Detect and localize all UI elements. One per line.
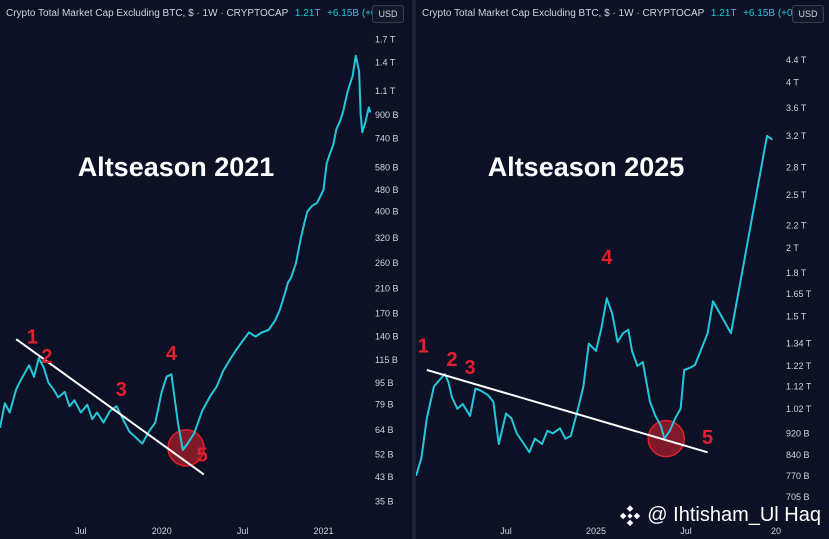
trendline — [426, 369, 708, 454]
trendline — [15, 338, 205, 476]
y-tick-label: 2.5 T — [786, 190, 807, 200]
y-tick-label: 52 B — [375, 450, 394, 460]
price-series-line — [416, 134, 773, 477]
y-tick-label: 1.22 T — [786, 361, 812, 371]
y-tick-label: 1.8 T — [786, 268, 807, 278]
y-tick-label: 3.2 T — [786, 131, 807, 141]
x-tick-label: 20 — [771, 526, 781, 536]
y-tick-label: 170 B — [375, 308, 399, 318]
watermark: @ Ihtisham_Ul Haq — [619, 504, 821, 527]
y-tick-label: 920 B — [786, 428, 810, 438]
wave-label: 4 — [601, 247, 613, 269]
y-tick-label: 840 B — [786, 450, 810, 460]
y-tick-label: 2.2 T — [786, 220, 807, 230]
y-tick-label: 79 B — [375, 400, 394, 410]
x-tick-label: Jul — [500, 526, 512, 536]
y-tick-label: 2.8 T — [786, 163, 807, 173]
wave-label: 5 — [197, 445, 208, 467]
y-tick-label: 740 B — [375, 133, 399, 143]
currency-button[interactable]: USD — [792, 5, 824, 23]
currency-button[interactable]: USD — [372, 5, 404, 23]
y-tick-label: 900 B — [375, 110, 399, 120]
y-tick-label: 480 B — [375, 185, 399, 195]
y-tick-label: 1.65 T — [786, 289, 812, 299]
price-label: 1.21T — [294, 8, 321, 19]
x-tick-label: Jul — [75, 526, 87, 536]
wave-label: 4 — [166, 343, 178, 365]
change-label: +6.15B (+0.51%) — [327, 8, 403, 19]
panel-divider[interactable] — [412, 0, 416, 539]
chart-title: Altseason 2021 — [78, 152, 275, 182]
chart-left[interactable]: 1.7 T 1.4 T 1.1 T 900 B 740 B 580 B 480 B 400 B… — [0, 0, 412, 539]
bottom-circle — [647, 419, 685, 458]
chart-panel-right: 4.4 T 4 T 3.6 T 3.2 T 2.8 T 2.5 T 2.2 T 2 T 1.8 … — [416, 0, 829, 539]
y-tick-label: 1.02 T — [786, 404, 812, 414]
binance-diamond-icon — [620, 504, 641, 526]
y-tick-label: 1.4 T — [375, 57, 396, 67]
wave-label: 2 — [446, 349, 457, 371]
y-tick-label: 1.5 T — [786, 312, 807, 322]
y-tick-label: 770 B — [786, 471, 810, 481]
y-tick-label: 3.6 T — [786, 103, 807, 113]
chart-title: Altseason 2025 — [488, 152, 685, 182]
y-tick-label: 1.12 T — [786, 381, 812, 391]
y-tick-label: 580 B — [375, 162, 399, 172]
wave-label: 1 — [27, 327, 38, 349]
y-tick-label: 1.7 T — [375, 34, 396, 44]
x-tick-label: Jul — [680, 526, 692, 536]
y-tick-label: 2 T — [786, 243, 799, 253]
y-tick-label: 35 B — [375, 497, 394, 507]
y-tick-label: 4.4 T — [786, 55, 807, 65]
y-tick-label: 260 B — [375, 258, 399, 268]
wave-label: 1 — [418, 336, 429, 358]
wave-label: 5 — [702, 427, 713, 449]
price-series-line — [0, 54, 372, 451]
symbol-label: Crypto Total Market Cap Excluding BTC, $… — [6, 8, 289, 19]
y-tick-label: 210 B — [375, 283, 399, 293]
wave-label: 3 — [464, 357, 475, 379]
y-tick-label: 140 B — [375, 332, 399, 342]
chart-panel-left: 1.7 T 1.4 T 1.1 T 900 B 740 B 580 B 480 B 400 B… — [0, 0, 412, 539]
watermark-handle: @ Ihtisham_Ul Haq — [647, 504, 821, 526]
y-tick-label: 320 B — [375, 233, 399, 243]
wave-label: 2 — [41, 346, 52, 368]
y-tick-label: 4 T — [786, 78, 799, 88]
y-tick-label: 64 B — [375, 425, 394, 435]
symbol-label: Crypto Total Market Cap Excluding BTC, $… — [422, 8, 705, 19]
chart-header-left: Crypto Total Market Cap Excluding BTC, $… — [6, 8, 403, 19]
x-tick-label: 2021 — [313, 526, 333, 536]
chart-right[interactable]: 4.4 T 4 T 3.6 T 3.2 T 2.8 T 2.5 T 2.2 T 2 T 1.8 … — [416, 0, 829, 539]
price-label: 1.21T — [710, 8, 737, 19]
change-label: +6.15B (+0.51%) — [743, 8, 819, 19]
y-tick-label: 1.1 T — [375, 86, 396, 96]
y-tick-label: 95 B — [375, 378, 394, 388]
x-tick-label: 2020 — [152, 526, 172, 536]
y-tick-label: 1.34 T — [786, 339, 812, 349]
wave-label: 3 — [116, 379, 127, 401]
y-tick-label: 115 B — [375, 355, 398, 365]
chart-header-right: Crypto Total Market Cap Excluding BTC, $… — [422, 8, 819, 19]
x-tick-label: Jul — [237, 526, 249, 536]
y-tick-label: 400 B — [375, 207, 399, 217]
x-tick-label: 2025 — [586, 526, 606, 536]
y-tick-label: 705 B — [786, 492, 810, 502]
y-tick-label: 43 B — [375, 472, 394, 482]
